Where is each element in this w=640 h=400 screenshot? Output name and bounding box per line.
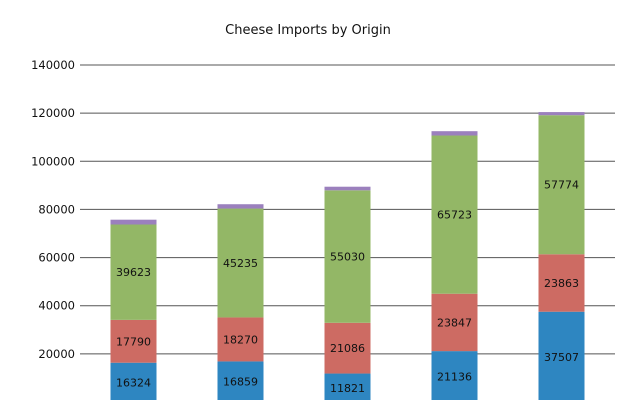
- data-label: 16324: [116, 376, 151, 389]
- data-label: 23863: [544, 277, 579, 290]
- bar-segment: [431, 293, 478, 352]
- bar-segment: [217, 317, 264, 362]
- y-tick-label: 40000: [38, 299, 75, 313]
- data-label: 11821: [330, 382, 365, 395]
- data-label: 57774: [544, 179, 579, 192]
- bar-segment: [324, 373, 371, 400]
- bar-segment: [217, 361, 264, 400]
- bar-segment: [324, 186, 371, 191]
- bar-segment: [538, 311, 585, 400]
- bar-segment: [538, 254, 585, 312]
- y-tick-label: 100000: [31, 154, 75, 168]
- bar-segment: [538, 112, 585, 116]
- data-label: 65723: [437, 209, 472, 222]
- bars: [110, 112, 585, 400]
- data-label: 55030: [330, 251, 365, 264]
- y-tick-label: 20000: [38, 347, 75, 361]
- bar-segment: [431, 351, 478, 400]
- y-tick-label: 120000: [31, 106, 75, 120]
- bar-segment: [431, 131, 478, 136]
- data-label: 21086: [330, 342, 365, 355]
- bar-segment: [431, 135, 478, 294]
- y-tick-label: 140000: [31, 58, 75, 72]
- bar-segment: [110, 319, 157, 363]
- y-tick-label: 60000: [38, 251, 75, 265]
- bar-segment: [324, 322, 371, 374]
- data-label: 18270: [223, 333, 258, 346]
- bar-segment: [110, 224, 157, 320]
- data-label: 39623: [116, 266, 151, 279]
- data-label: 37507: [544, 351, 579, 364]
- bar-segment: [324, 190, 371, 323]
- y-axis-tick-labels: 20000 40000 60000 80000 100000 120000 140000: [31, 58, 75, 361]
- data-label: 23847: [437, 316, 472, 329]
- chart-title: Cheese Imports by Origin: [225, 23, 391, 38]
- data-label: 16859: [223, 376, 258, 389]
- data-label: 21136: [437, 371, 472, 384]
- bar-segment: [538, 115, 585, 255]
- bar-segment: [110, 219, 157, 225]
- data-label: 45235: [223, 257, 258, 270]
- data-label: 17790: [116, 335, 151, 348]
- bar-segment: [110, 362, 157, 400]
- y-tick-label: 80000: [38, 202, 75, 216]
- bar-segment: [217, 208, 264, 318]
- data-labels: 16324 17790 39623 16859 18270 45235 11821 21086…: [116, 179, 579, 395]
- bar-segment: [217, 204, 264, 209]
